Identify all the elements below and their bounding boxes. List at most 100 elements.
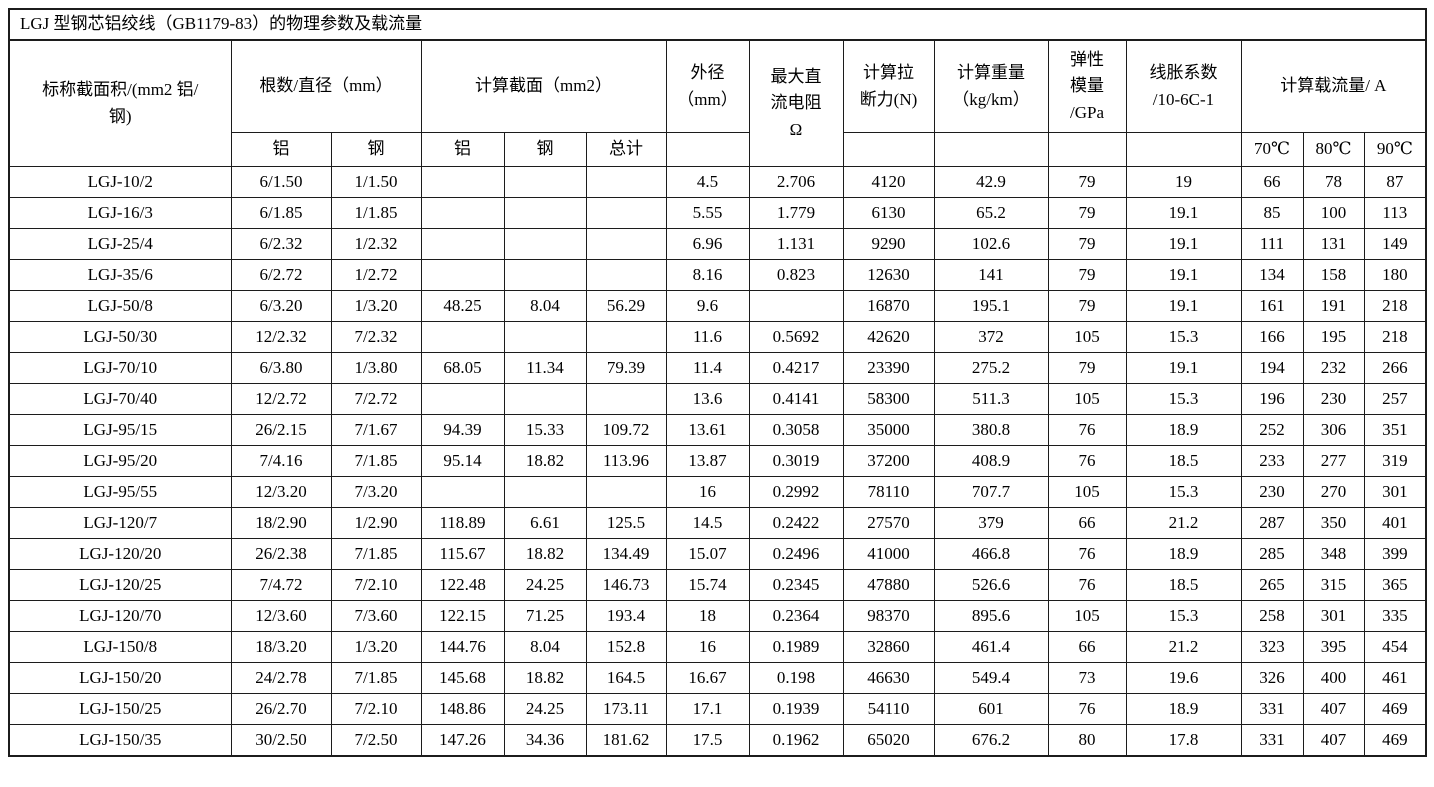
cell-outer-diameter: 11.6	[665, 321, 750, 353]
cell-ampacity-70c: 323	[1240, 631, 1304, 663]
cell-weight: 195.1	[933, 290, 1049, 322]
cell-ampacity-80c: 191	[1302, 290, 1365, 322]
cell-section-total: 193.4	[585, 600, 667, 632]
cell-ampacity-80c: 230	[1302, 383, 1365, 415]
cell-section-al: 95.14	[420, 445, 505, 477]
cell-ampacity-70c: 252	[1240, 414, 1304, 446]
cell-outer-diameter: 16	[665, 631, 750, 663]
cell-outer-diameter: 13.87	[665, 445, 750, 477]
cell-ampacity-80c: 348	[1302, 538, 1365, 570]
table-row: LGJ-150/35 30/2.50 7/2.50 147.26 34.36 181.62…	[8, 724, 1427, 757]
cell-weight: 601	[933, 693, 1049, 725]
cell-elastic-modulus: 105	[1047, 383, 1127, 415]
cell-max-dc-resistance: 0.2496	[748, 538, 844, 570]
cell-section-total: 152.8	[585, 631, 667, 663]
cell-section-total: 79.39	[585, 352, 667, 384]
cell-ampacity-70c: 166	[1240, 321, 1304, 353]
subheader-total-section: 总计	[585, 132, 667, 167]
subheader-aluminum-strands: 铝	[230, 132, 332, 167]
cell-ampacity-80c: 232	[1302, 352, 1365, 384]
table-title-row: LGJ 型钢芯铝绞线（GB1179-83）的物理参数及载流量	[8, 8, 1427, 41]
table-row: LGJ-150/20 24/2.78 7/1.85 145.68 18.82 164.5 1…	[8, 662, 1427, 694]
cell-section-steel: 34.36	[503, 724, 587, 757]
cell-breaking-force: 16870	[842, 290, 935, 322]
cell-ampacity-70c: 85	[1240, 197, 1304, 229]
cell-section-total	[585, 383, 667, 415]
subheader-steel-section: 钢	[503, 132, 587, 167]
cell-strands-steel: 1/2.32	[330, 228, 422, 260]
cell-ampacity-80c: 407	[1302, 724, 1365, 757]
column-header-ampacity: 计算载流量/ A	[1240, 39, 1427, 133]
cell-elastic-modulus: 80	[1047, 724, 1127, 757]
cell-section-al	[420, 383, 505, 415]
cell-max-dc-resistance: 0.1962	[748, 724, 844, 757]
cell-ampacity-90c: 351	[1363, 414, 1427, 446]
cell-strands-steel: 1/3.20	[330, 290, 422, 322]
cell-ampacity-90c: 469	[1363, 693, 1427, 725]
cell-ampacity-70c: 331	[1240, 693, 1304, 725]
cell-weight: 707.7	[933, 476, 1049, 508]
cell-section-steel: 24.25	[503, 569, 587, 601]
cell-elastic-modulus: 79	[1047, 197, 1127, 229]
cell-elastic-modulus: 79	[1047, 259, 1127, 291]
cell-outer-diameter: 16	[665, 476, 750, 508]
cell-elastic-modulus: 66	[1047, 507, 1127, 539]
cell-outer-diameter: 4.5	[665, 166, 750, 198]
cell-elastic-modulus: 76	[1047, 414, 1127, 446]
cell-section-al: 122.48	[420, 569, 505, 601]
cell-elastic-modulus: 76	[1047, 693, 1127, 725]
cell-max-dc-resistance: 1.131	[748, 228, 844, 260]
cell-strands-al: 6/3.80	[230, 352, 332, 384]
table-row: LGJ-50/30 12/2.32 7/2.32 11.6 0.5692 42620 372…	[8, 321, 1427, 353]
cell-section-total: 134.49	[585, 538, 667, 570]
cell-model: LGJ-50/30	[8, 321, 232, 353]
cell-strands-al: 26/2.70	[230, 693, 332, 725]
cell-weight: 42.9	[933, 166, 1049, 198]
column-header-calc-section: 计算截面（mm2）	[420, 39, 667, 133]
cell-model: LGJ-70/40	[8, 383, 232, 415]
cell-expansion-coeff: 15.3	[1125, 321, 1242, 353]
subheader-steel-strands: 钢	[330, 132, 422, 167]
cell-ampacity-90c: 266	[1363, 352, 1427, 384]
cell-breaking-force: 32860	[842, 631, 935, 663]
cell-ampacity-90c: 218	[1363, 290, 1427, 322]
cell-section-total: 109.72	[585, 414, 667, 446]
cell-expansion-coeff: 15.3	[1125, 600, 1242, 632]
cell-strands-al: 12/3.20	[230, 476, 332, 508]
cell-weight: 676.2	[933, 724, 1049, 757]
cell-max-dc-resistance: 2.706	[748, 166, 844, 198]
cell-max-dc-resistance: 0.2364	[748, 600, 844, 632]
cell-strands-steel: 7/1.85	[330, 662, 422, 694]
subheader-temp-70c: 70℃	[1240, 132, 1304, 167]
subheader-empty-elastic-modulus	[1047, 132, 1127, 167]
cell-ampacity-90c: 301	[1363, 476, 1427, 508]
cell-section-steel: 8.04	[503, 631, 587, 663]
cell-breaking-force: 54110	[842, 693, 935, 725]
wire-parameters-table: LGJ 型钢芯铝绞线（GB1179-83）的物理参数及载流量 标称截面积/(mm…	[8, 8, 1428, 757]
column-header-expansion-coeff: 线胀系数 /10-6C-1	[1125, 39, 1242, 133]
cell-outer-diameter: 13.61	[665, 414, 750, 446]
cell-section-total: 56.29	[585, 290, 667, 322]
table-row: LGJ-35/6 6/2.72 1/2.72 8.16 0.823 12630 141 79 1…	[8, 259, 1427, 291]
cell-model: LGJ-150/35	[8, 724, 232, 757]
table-row: LGJ-95/55 12/3.20 7/3.20 16 0.2992 78110 707.7…	[8, 476, 1427, 508]
cell-strands-al: 6/1.85	[230, 197, 332, 229]
cell-section-al: 122.15	[420, 600, 505, 632]
subheader-empty-breaking-force	[842, 132, 935, 167]
header-row-main: 标称截面积/(mm2 铝/ 钢) 根数/直径（mm） 计算截面（mm2） 外径 …	[8, 39, 1427, 167]
cell-breaking-force: 47880	[842, 569, 935, 601]
cell-section-steel: 24.25	[503, 693, 587, 725]
cell-strands-steel: 1/3.80	[330, 352, 422, 384]
cell-ampacity-80c: 350	[1302, 507, 1365, 539]
cell-strands-al: 6/2.72	[230, 259, 332, 291]
cell-expansion-coeff: 19.1	[1125, 290, 1242, 322]
cell-strands-al: 7/4.16	[230, 445, 332, 477]
cell-section-steel	[503, 197, 587, 229]
cell-ampacity-80c: 100	[1302, 197, 1365, 229]
cell-model: LGJ-50/8	[8, 290, 232, 322]
cell-section-total	[585, 476, 667, 508]
cell-section-al: 148.86	[420, 693, 505, 725]
cell-ampacity-90c: 319	[1363, 445, 1427, 477]
cell-ampacity-80c: 270	[1302, 476, 1365, 508]
cell-weight: 466.8	[933, 538, 1049, 570]
